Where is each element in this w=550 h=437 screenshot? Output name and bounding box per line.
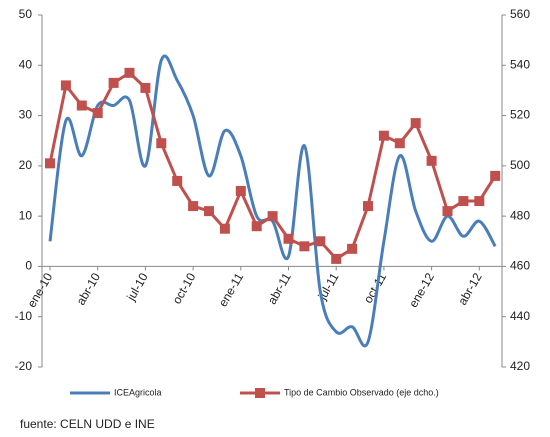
marker — [60, 80, 71, 91]
marker — [331, 253, 342, 264]
y-tick-label: 20 — [19, 158, 33, 172]
y2-tick-label: 520 — [510, 108, 530, 122]
marker — [219, 223, 230, 234]
y-tick-label: 0 — [25, 259, 32, 273]
marker — [426, 155, 437, 166]
y-tick-label: -20 — [15, 359, 33, 373]
marker — [188, 201, 199, 212]
marker — [92, 108, 103, 119]
x-tick-label: oct-10 — [170, 270, 199, 306]
marker — [410, 118, 421, 129]
y2-tick-label: 480 — [510, 208, 530, 222]
marker — [474, 196, 485, 207]
marker — [108, 77, 119, 88]
marker — [235, 186, 246, 196]
marker — [156, 138, 167, 149]
x-tick-label: ene-10 — [25, 270, 56, 310]
marker — [363, 201, 373, 212]
y-tick-label: -10 — [15, 309, 33, 323]
y2-tick-label: 440 — [510, 309, 530, 323]
y-tick-label: 10 — [19, 208, 33, 222]
marker — [458, 196, 469, 207]
y-tick-label: 50 — [19, 7, 33, 21]
x-tick-label: ene-12 — [406, 270, 437, 310]
marker — [394, 138, 405, 149]
marker — [442, 206, 453, 217]
x-tick-label: abr-10 — [74, 270, 104, 307]
x-tick-label: abr-11 — [265, 270, 294, 307]
y2-tick-label: 540 — [510, 57, 530, 71]
y2-tick-label: 460 — [510, 259, 530, 273]
marker — [283, 233, 294, 244]
y-tick-label: 30 — [19, 108, 33, 122]
marker — [315, 236, 326, 247]
y2-tick-label: 560 — [510, 7, 530, 21]
marker — [45, 158, 55, 169]
marker — [140, 82, 151, 93]
series-line — [48, 54, 497, 348]
marker — [76, 100, 87, 111]
source: fuente: CELN UDD e INE — [20, 417, 155, 431]
marker — [124, 67, 135, 78]
x-tick-label: abr-12 — [455, 270, 485, 307]
legend-label: ICEAgricola — [114, 387, 162, 397]
legend-label: Tipo de Cambio Observado (eje dcho.) — [284, 387, 439, 397]
series-line — [48, 70, 497, 261]
y2-tick-label: 420 — [510, 359, 530, 373]
x-tick-label: ene-11 — [216, 270, 247, 309]
marker — [172, 175, 183, 186]
y2-tick-label: 500 — [510, 158, 530, 172]
marker — [490, 170, 501, 181]
marker — [204, 206, 214, 217]
marker — [299, 241, 310, 252]
marker — [251, 221, 262, 232]
marker — [267, 211, 278, 222]
x-tick-label: jul-10 — [123, 270, 150, 304]
marker — [347, 243, 358, 254]
legend-marker — [255, 388, 265, 398]
marker — [378, 130, 389, 141]
y-tick-label: 40 — [19, 57, 33, 71]
